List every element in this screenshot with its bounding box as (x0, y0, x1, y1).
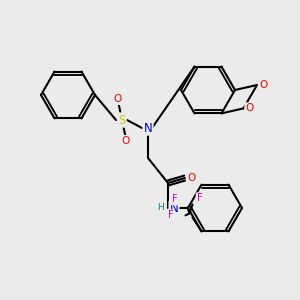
Text: F: F (197, 194, 202, 203)
Text: O: O (114, 94, 122, 104)
Text: O: O (259, 80, 267, 90)
Text: F: F (168, 210, 173, 220)
Text: N: N (144, 122, 152, 134)
Text: O: O (187, 173, 195, 183)
Text: S: S (118, 113, 126, 127)
Text: F: F (172, 194, 177, 204)
Text: H: H (158, 203, 164, 212)
Text: O: O (245, 103, 253, 113)
Text: O: O (122, 136, 130, 146)
Text: N: N (169, 202, 178, 214)
